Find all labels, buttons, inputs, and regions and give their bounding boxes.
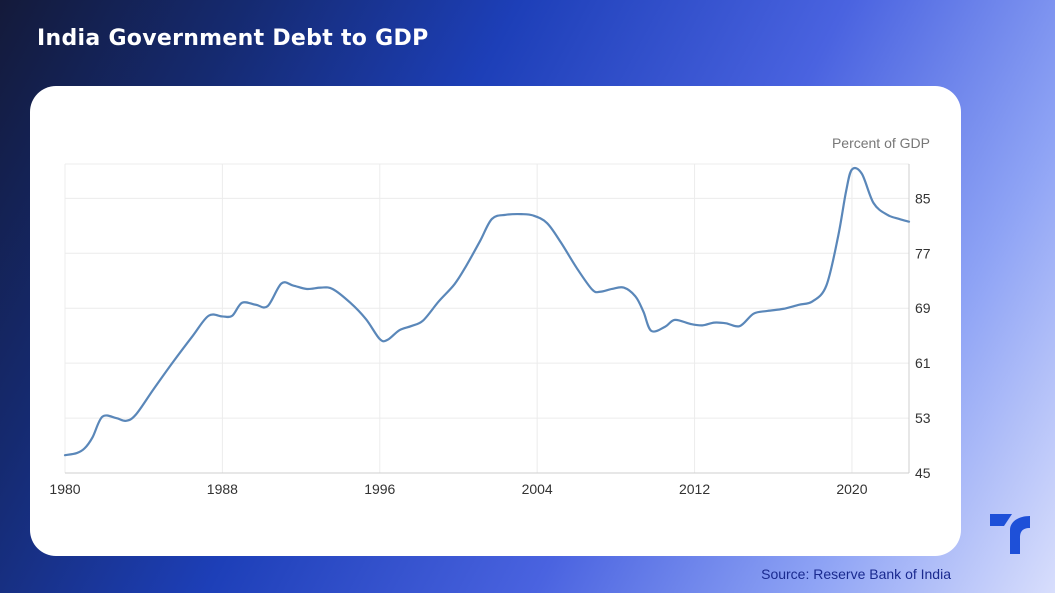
debt-to-gdp-chart: Percent of GDP 45 53 61 69 77 85 1980 1988 1996 2… <box>49 135 931 497</box>
y-tick-label: 53 <box>915 410 931 426</box>
chart-card: Percent of GDP 45 53 61 69 77 85 1980 1988 1996 2… <box>30 86 961 556</box>
x-tick-label: 1996 <box>364 481 395 497</box>
y-tick-label: 77 <box>915 245 931 261</box>
x-tick-label: 1980 <box>49 481 80 497</box>
x-tick-label: 1988 <box>207 481 238 497</box>
y-tick-label: 45 <box>915 465 931 481</box>
series <box>63 166 911 457</box>
x-tick-label: 2004 <box>522 481 553 497</box>
brand-logo-icon <box>988 508 1032 563</box>
series-line <box>63 166 911 457</box>
x-tick-label: 2020 <box>836 481 867 497</box>
y-tick-label: 61 <box>915 355 931 371</box>
y-tick-label: 85 <box>915 190 931 206</box>
unit-label: Percent of GDP <box>832 135 930 151</box>
source-note: Source: Reserve Bank of India <box>761 566 951 582</box>
page-title: India Government Debt to GDP <box>37 26 429 51</box>
axes: 45 53 61 69 77 85 1980 1988 1996 2004 2012 2020 <box>49 164 931 497</box>
x-tick-label: 2012 <box>679 481 710 497</box>
y-tick-label: 69 <box>915 300 931 316</box>
grid <box>64 163 909 473</box>
